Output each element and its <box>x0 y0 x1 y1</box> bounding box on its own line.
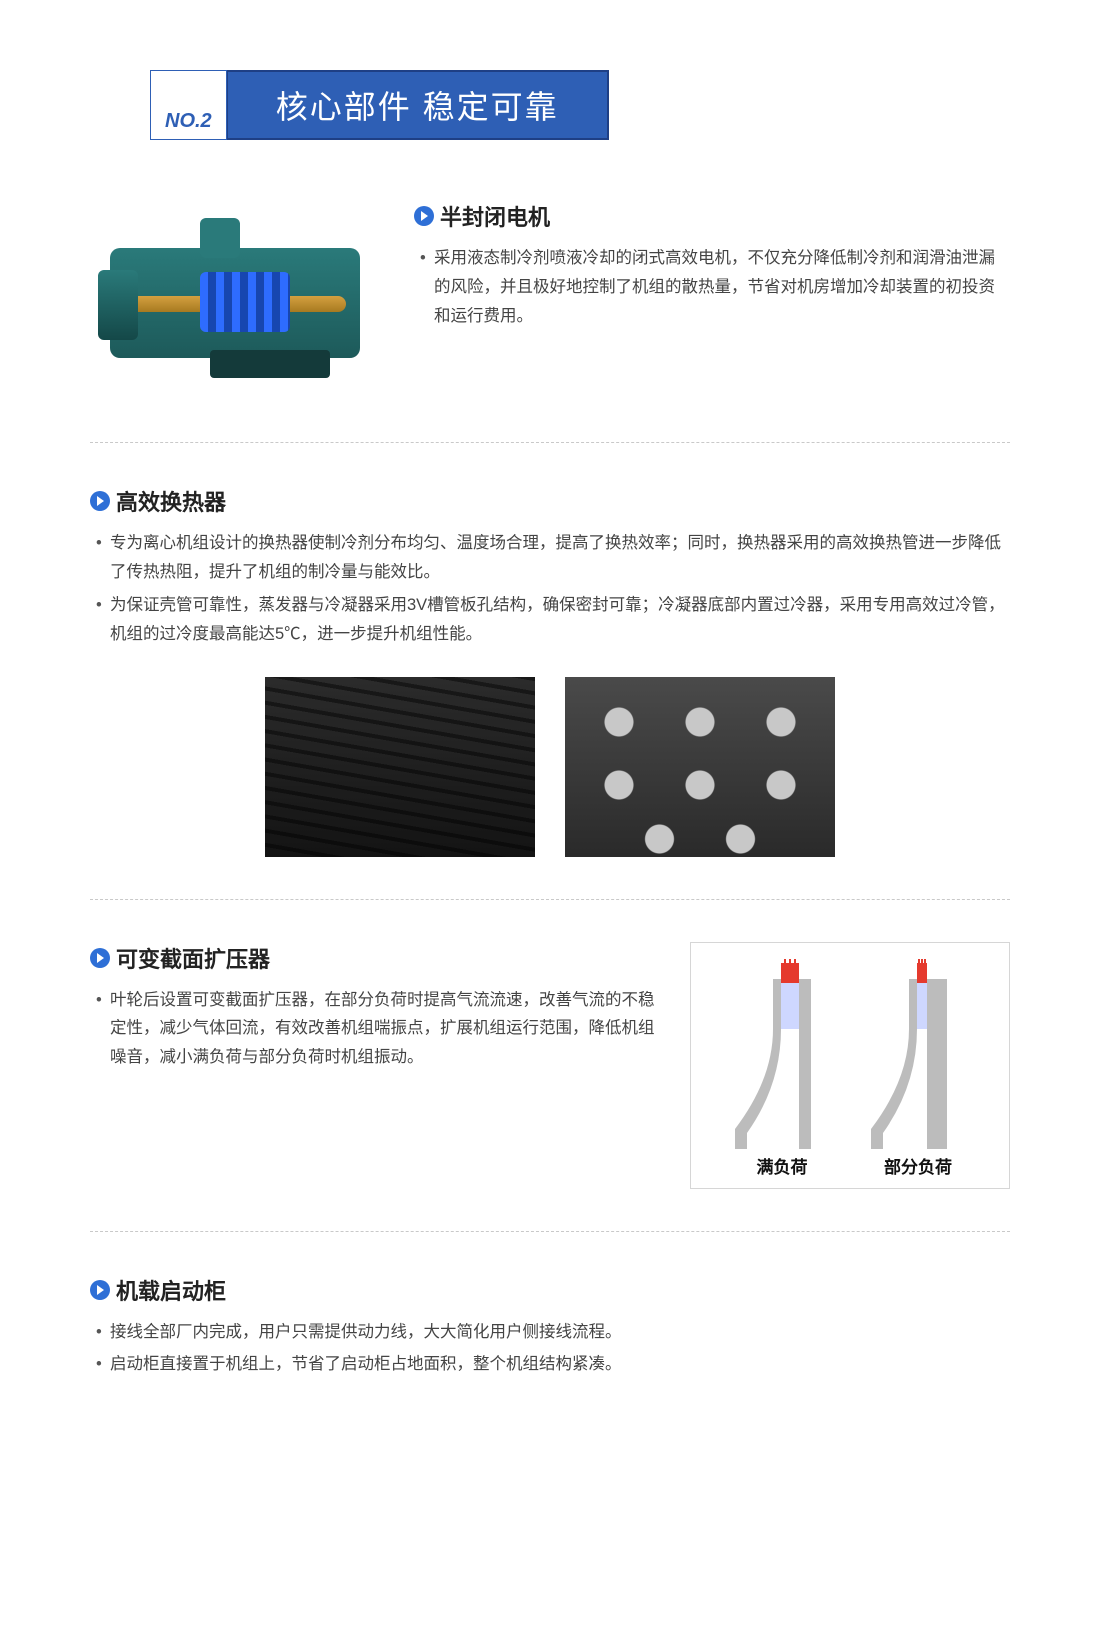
chevron-circle-icon <box>90 491 110 511</box>
hx-fin-image <box>265 677 535 857</box>
section-diffuser: 可变截面扩压器 叶轮后设置可变截面扩压器，在部分负荷时提高气流流速，改善气流的不… <box>90 942 1010 1189</box>
section-motor: 半封闭电机 采用液态制冷剂喷液冷却的闭式高效电机，不仅充分降低制冷剂和润滑油泄漏… <box>90 200 1010 400</box>
divider <box>90 899 1010 900</box>
section-number-box: NO.2 <box>150 70 227 140</box>
section-heat-exchanger: 高效换热器 专为离心机组设计的换热器使制冷剂分布均匀、温度场合理，提高了换热效率… <box>90 485 1010 857</box>
section-number: NO.2 <box>165 110 212 133</box>
heading-motor: 半封闭电机 <box>414 200 1010 232</box>
bullet-item: 接线全部厂内完成，用户只需提供动力线，大大简化用户侧接线流程。 <box>94 1318 1010 1347</box>
diffuser-bullets: 叶轮后设置可变截面扩压器，在部分负荷时提高气流流速，改善气流的不稳定性，减少气体… <box>90 986 660 1073</box>
section-title-box: 核心部件 稳定可靠 <box>226 70 609 140</box>
heading-hx: 高效换热器 <box>90 485 1010 517</box>
section-title: 核心部件 稳定可靠 <box>276 82 559 128</box>
diffuser-figure-panel: 满负荷 部分负荷 <box>690 942 1010 1189</box>
diffuser-full-label: 满负荷 <box>757 1153 808 1178</box>
chevron-circle-icon <box>90 1280 110 1300</box>
heading-diffuser-text: 可变截面扩压器 <box>116 942 270 974</box>
motor-bullets: 采用液态制冷剂喷液冷却的闭式高效电机，不仅充分降低制冷剂和润滑油泄漏的风险，并且… <box>414 244 1010 331</box>
diffuser-part-svg <box>863 959 973 1149</box>
heading-motor-text: 半封闭电机 <box>440 200 550 232</box>
starter-bullets: 接线全部厂内完成，用户只需提供动力线，大大简化用户侧接线流程。 启动柜直接置于机… <box>90 1318 1010 1380</box>
hx-bullets: 专为离心机组设计的换热器使制冷剂分布均匀、温度场合理，提高了换热效率；同时，换热… <box>90 529 1010 649</box>
bullet-item: 采用液态制冷剂喷液冷却的闭式高效电机，不仅充分降低制冷剂和润滑油泄漏的风险，并且… <box>418 244 1010 331</box>
heading-starter-text: 机载启动柜 <box>116 1274 226 1306</box>
bullet-item: 叶轮后设置可变截面扩压器，在部分负荷时提高气流流速，改善气流的不稳定性，减少气体… <box>94 986 660 1073</box>
diffuser-part-load-figure: 部分负荷 <box>863 959 973 1178</box>
heading-diffuser: 可变截面扩压器 <box>90 942 660 974</box>
divider <box>90 1231 1010 1232</box>
hx-tubesheet-image <box>565 677 835 857</box>
diffuser-part-label: 部分负荷 <box>884 1153 952 1178</box>
chevron-circle-icon <box>90 948 110 968</box>
heading-hx-text: 高效换热器 <box>116 485 226 517</box>
divider <box>90 442 1010 443</box>
bullet-item: 专为离心机组设计的换热器使制冷剂分布均匀、温度场合理，提高了换热效率；同时，换热… <box>94 529 1010 587</box>
section-starter: 机载启动柜 接线全部厂内完成，用户只需提供动力线，大大简化用户侧接线流程。 启动… <box>90 1274 1010 1380</box>
section-header: NO.2 核心部件 稳定可靠 <box>150 70 1010 140</box>
bullet-item: 启动柜直接置于机组上，节省了启动柜占地面积，整个机组结构紧凑。 <box>94 1350 1010 1379</box>
bullet-item: 为保证壳管可靠性，蒸发器与冷凝器采用3V槽管板孔结构，确保密封可靠；冷凝器底部内… <box>94 591 1010 649</box>
diffuser-full-load-figure: 满负荷 <box>727 959 837 1178</box>
heading-starter: 机载启动柜 <box>90 1274 1010 1306</box>
diffuser-full-svg <box>727 959 837 1149</box>
chevron-circle-icon <box>414 206 434 226</box>
motor-cutaway-image <box>90 200 380 400</box>
